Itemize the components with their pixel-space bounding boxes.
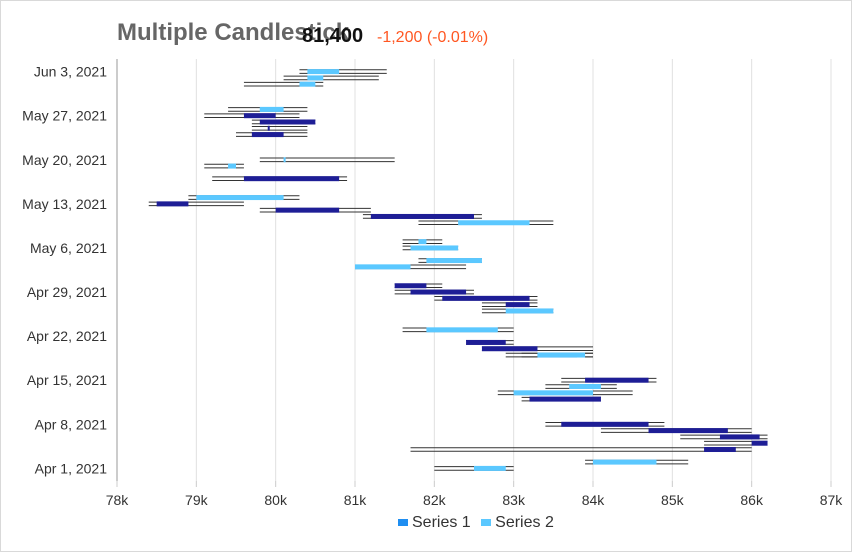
candle-body (283, 157, 286, 163)
legend-item-series-2[interactable]: Series 2 (481, 514, 554, 532)
candle-body (585, 377, 649, 383)
candle-body (593, 459, 657, 465)
y-tick-label: May 13, 2021 (22, 196, 107, 212)
candle-body (243, 113, 276, 119)
x-tick-label: 84k (582, 492, 606, 508)
candle-body (196, 195, 284, 201)
legend: Series 1 Series 2 (398, 514, 560, 532)
y-tick-label: Apr 29, 2021 (27, 284, 107, 300)
x-tick-label: 87k (820, 492, 844, 508)
candle-body (259, 119, 316, 125)
x-tick-label: 83k (502, 492, 526, 508)
y-tick-label: Apr 22, 2021 (27, 328, 107, 344)
candle-body (410, 289, 467, 295)
candle-body (474, 465, 506, 471)
grid-layer (195, 59, 832, 481)
x-tick-label: 81k (344, 492, 368, 508)
candle-body (307, 69, 340, 75)
candle-body (719, 434, 760, 440)
candle-body (751, 440, 768, 446)
y-tick-label: May 6, 2021 (30, 240, 107, 256)
y-tick-label: Jun 3, 2021 (34, 64, 107, 80)
candle-body (481, 346, 538, 352)
legend-label-series-1: Series 1 (412, 514, 471, 531)
candle-body (251, 132, 284, 138)
y-tick-label: Apr 15, 2021 (27, 372, 107, 388)
candle-body (561, 421, 649, 427)
x-tick-label: 86k (740, 492, 764, 508)
candle-body (426, 327, 498, 333)
legend-swatch-series-1 (398, 519, 408, 527)
candle-body (537, 352, 586, 358)
price-change: -1,200 (-0.01%) (377, 29, 489, 46)
chart-title: Multiple Candlestick (117, 19, 350, 46)
y-tick-label: Apr 8, 2021 (35, 416, 108, 432)
legend-item-series-1[interactable]: Series 1 (398, 514, 471, 532)
x-tick-label: 85k (661, 492, 685, 508)
candle-body (243, 176, 340, 182)
candle-layer (148, 69, 768, 471)
candle-body (355, 264, 411, 270)
candle-body (156, 201, 189, 207)
legend-label-series-2: Series 2 (495, 514, 554, 531)
candle-body (394, 283, 427, 289)
candle-body (442, 295, 530, 301)
candle-body (505, 302, 530, 308)
y-tick-label: May 20, 2021 (22, 152, 107, 168)
legend-swatch-series-2 (481, 519, 492, 527)
candle-body (513, 390, 593, 396)
x-tick-label: 82k (423, 492, 447, 508)
x-tick-label: 80k (264, 492, 288, 508)
candle-body (275, 207, 340, 213)
price-value: 81,400 (302, 25, 364, 47)
candle-body (410, 245, 459, 251)
y-tick-label: May 27, 2021 (22, 108, 107, 124)
x-tick-label: 78k (106, 492, 130, 508)
candle-body (704, 447, 736, 453)
candle-body (267, 125, 270, 131)
y-tick-label: Apr 1, 2021 (35, 460, 108, 476)
candle-body (648, 428, 728, 434)
candle-body (569, 384, 601, 390)
candle-body (299, 81, 316, 87)
candle-body (228, 163, 236, 169)
candle-body (370, 213, 474, 219)
candle-body (307, 75, 324, 81)
candle-body (529, 396, 601, 402)
x-tick-label: 79k (185, 492, 209, 508)
axis-layer: 78k 79k 80k 81k 82k 83k 84k 85k 86k 87k Apr 1, 202… (22, 59, 843, 508)
candle-body (259, 106, 284, 112)
candle-body (418, 239, 427, 245)
candle-body (505, 308, 554, 314)
candle-body (458, 220, 530, 226)
candle-body (426, 258, 482, 264)
candle-body (466, 339, 506, 345)
